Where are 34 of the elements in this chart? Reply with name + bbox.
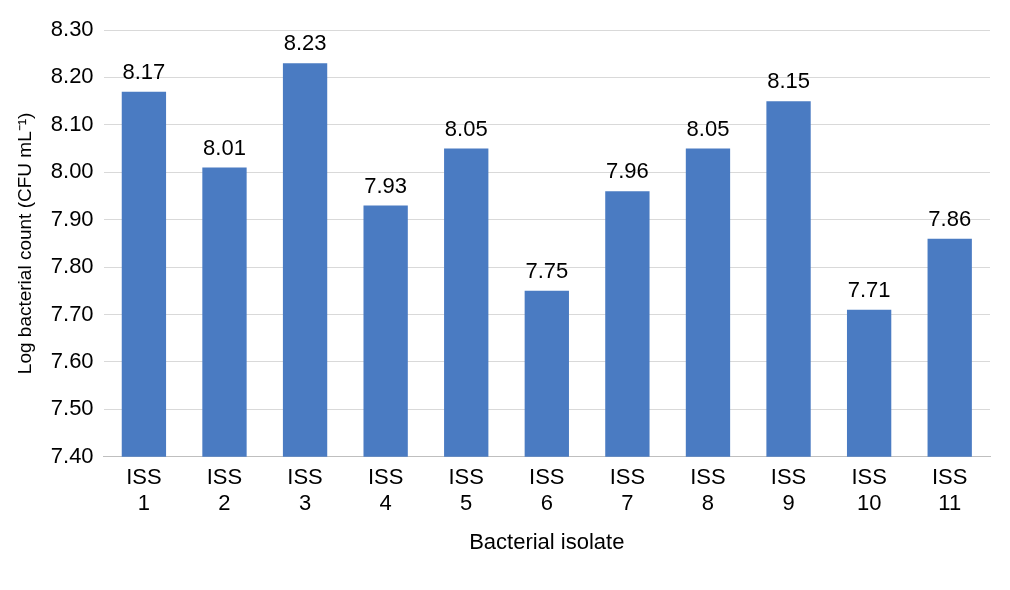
y-tick-label: 7.60 [50,348,94,374]
x-tick-label: ISS 4 [367,464,404,516]
y-tick-label: 8.20 [50,63,94,89]
x-tick-label: ISS 6 [529,464,565,516]
data-label: 8.05 [444,115,488,141]
y-axis-title: Log bacterial count (CFU mL⁻¹) [13,112,35,375]
data-label: 7.93 [364,172,408,198]
data-label: 8.23 [283,30,327,56]
x-tick-label: ISS 3 [287,464,323,516]
y-tick-label: 7.50 [50,395,94,421]
x-axis-title: Bacterial isolate [469,528,625,554]
x-tick-label: ISS 11 [931,464,968,516]
y-tick-label: 7.40 [50,442,94,468]
x-tick-label: ISS 10 [851,464,887,516]
data-label: 7.96 [605,158,649,184]
data-label: 8.17 [122,58,166,84]
x-tick-label: ISS 9 [770,464,807,516]
y-tick-label: 7.90 [50,205,94,231]
y-tick-label: 7.80 [50,253,94,279]
y-tick-label: 8.00 [50,158,94,184]
y-tick-label: 8.30 [50,16,94,42]
x-tick-label: ISS 1 [126,464,162,516]
data-label: 8.01 [203,134,246,160]
data-label: 8.05 [686,115,730,141]
data-label: 7.86 [928,205,972,231]
x-tick-label: ISS 7 [609,464,646,516]
y-tick-label: 7.70 [50,300,94,326]
x-tick-label: ISS 8 [690,464,726,516]
data-label: 8.15 [767,68,810,94]
data-label: 7.71 [847,276,891,302]
x-tick-label: ISS 5 [448,464,484,516]
x-tick-label: ISS 2 [206,464,243,516]
data-label: 7.75 [525,257,569,283]
y-tick-label: 8.10 [50,110,94,136]
